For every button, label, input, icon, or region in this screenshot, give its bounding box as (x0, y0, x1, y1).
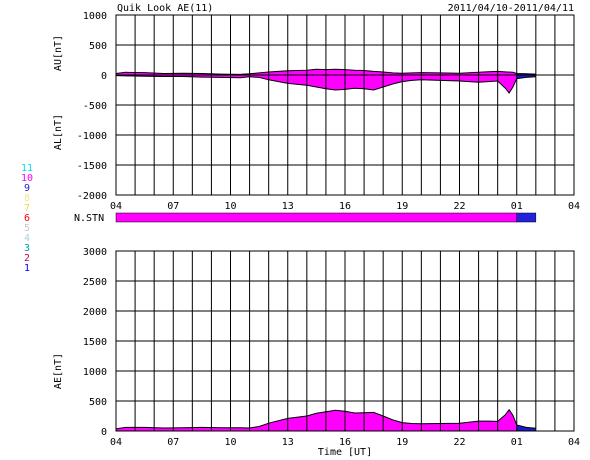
y-tick-label: 2000 (83, 307, 107, 318)
legend-item: 10 (21, 173, 33, 184)
ae-trace-layer (115, 408, 536, 430)
x-tick-label: 16 (339, 437, 351, 448)
y-tick-label: 1000 (83, 367, 107, 378)
ae-x-tick-labels: 04 07 10 13 16 19 22 01 04 (110, 437, 580, 448)
ae-axis-label: AE[nT] (53, 353, 64, 389)
y-tick-label: -1500 (77, 161, 107, 172)
legend-item: 5 (24, 223, 30, 234)
y-tick-label: -500 (83, 101, 107, 112)
y-tick-label: 2500 (83, 277, 107, 288)
station-bar-segments (115, 212, 537, 223)
y-tick-label: 0 (101, 71, 107, 82)
legend-item: 9 (24, 183, 30, 194)
station-count-bar: N.STN (74, 212, 537, 224)
x-tick-label: 07 (167, 201, 179, 212)
x-tick-label: 01 (511, 437, 523, 448)
al-axis-label: AL[nT] (53, 114, 64, 150)
x-tick-label: 04 (568, 201, 580, 212)
legend-item: 2 (24, 253, 30, 264)
ae-y-tick-labels: 0 500 1000 1500 2000 2500 3000 (83, 247, 107, 438)
x-tick-label: 10 (224, 437, 236, 448)
ae-grid (116, 251, 574, 431)
au-al-trace-layer (115, 68, 536, 94)
x-tick-label: 10 (224, 201, 236, 212)
chart-title: Quik Look AE(11) (117, 3, 213, 14)
x-tick-label: 16 (339, 201, 351, 212)
legend-item: 3 (24, 243, 30, 254)
au-al-panel: 1000 500 0 -500 -1000 -1500 -2000 04 07 10 13 16 19… (53, 11, 580, 212)
au-al-grid (116, 15, 574, 195)
station-bar-segment (115, 212, 517, 223)
x-axis-label: Time [UT] (318, 447, 372, 458)
x-tick-label: 19 (396, 201, 408, 212)
x-tick-label: 13 (282, 437, 294, 448)
x-tick-label: 04 (110, 201, 122, 212)
station-bar-segment (516, 212, 537, 223)
x-tick-label: 22 (453, 437, 465, 448)
y-tick-label: 1000 (83, 11, 107, 22)
au-al-x-tick-labels: 04 07 10 13 16 19 22 01 04 (110, 201, 580, 212)
au-trace (115, 68, 536, 75)
x-tick-label: 04 (568, 437, 580, 448)
x-tick-label: 04 (110, 437, 122, 448)
al-trace (115, 75, 536, 94)
x-tick-label: 01 (511, 201, 523, 212)
y-tick-label: 0 (101, 427, 107, 438)
au-axis-label: AU[nT] (53, 35, 64, 71)
ae-frame (115, 250, 575, 432)
x-tick-label: 22 (453, 201, 465, 212)
legend-item: 6 (24, 213, 30, 224)
x-tick-label: 07 (167, 437, 179, 448)
legend-item: 1 (24, 263, 30, 274)
date-range: 2011/04/10-2011/04/11 (448, 3, 574, 14)
au-al-frame (115, 14, 575, 196)
station-bar-label: N.STN (74, 213, 104, 224)
y-tick-label: -2000 (77, 191, 107, 202)
legend-item: 4 (24, 233, 30, 244)
y-tick-label: 1500 (83, 337, 107, 348)
legend-item: 7 (24, 203, 30, 214)
au-al-y-tick-labels: 1000 500 0 -500 -1000 -1500 -2000 (77, 11, 107, 202)
y-tick-label: 500 (89, 397, 107, 408)
y-tick-label: -1000 (77, 131, 107, 142)
x-tick-label: 13 (282, 201, 294, 212)
y-tick-label: 3000 (83, 247, 107, 258)
y-tick-label: 500 (89, 41, 107, 52)
legend-item: 11 (21, 163, 33, 174)
ae-trace (115, 408, 536, 430)
x-tick-label: 19 (396, 437, 408, 448)
legend-item: 8 (24, 193, 30, 204)
